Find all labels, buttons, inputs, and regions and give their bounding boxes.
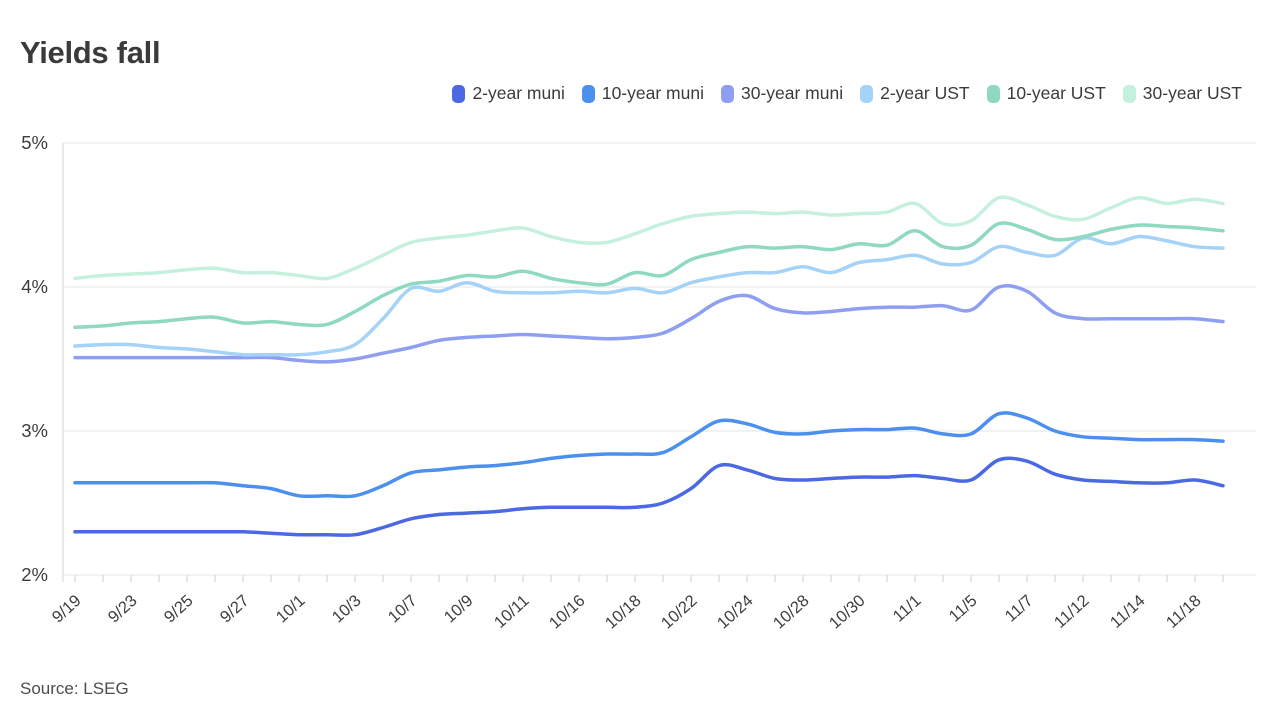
x-axis-tick-label: 10/9 [441,592,477,627]
x-axis-tick-label: 11/14 [1107,592,1149,632]
x-axis-tick-label: 10/30 [826,592,869,633]
legend-swatch-icon [860,84,874,103]
x-axis-tick-label: 11/5 [946,592,981,626]
page-title: Yields fall [20,34,161,70]
x-axis-tick-label: 9/23 [105,592,141,627]
y-axis-tick-label: 4% [21,276,48,297]
x-axis-tick-label: 10/18 [602,592,645,633]
x-axis-tick-label: 10/3 [329,592,365,627]
legend-item-30-year-ust: 30-year UST [1122,83,1242,104]
x-axis-tick-label: 9/19 [49,592,85,627]
x-axis-tick-label: 11/7 [1002,592,1037,626]
legend-item-2-year-ust: 2-year UST [860,83,970,104]
legend-item-2-year-muni: 2-year muni [452,83,565,104]
y-axis-tick-label: 3% [21,420,48,441]
series-line-30-year-ust [73,195,1225,281]
legend-label: 10-year UST [1006,83,1106,103]
x-axis-tick-label: 9/25 [161,592,197,627]
x-axis-tick-label: 10/24 [714,592,757,633]
legend-label: 30-year UST [1142,83,1242,103]
legend-swatch-icon [986,84,1000,103]
legend-swatch-icon [581,84,595,103]
x-axis-tick-label: 10/11 [491,592,533,632]
y-axis-tick-label: 5% [21,132,48,153]
legend-label: 2-year UST [880,83,970,103]
legend-swatch-icon [720,84,734,103]
series-line-2-year-ust [73,234,1225,357]
legend-swatch-icon [452,84,466,103]
chart-legend: 2-year muni 10-year muni 30-year muni 2-yea… [0,83,1242,104]
x-axis-tick-label: 10/28 [770,592,813,633]
x-axis-tick-label: 10/7 [385,592,421,627]
x-axis-tick-label: 11/18 [1163,592,1205,632]
y-axis-tick-label: 2% [21,564,48,585]
series-line-30-year-muni [73,284,1225,364]
legend-label: 2-year muni [472,83,565,103]
yield-line-chart: 5% 4% 3% 2%9/19 9/23 9/25 9/27 10/1 10/3 10/7 10/9… [21,132,1256,633]
series-line-2-year-muni [73,456,1225,537]
x-axis-tick-label: 10/16 [546,592,589,633]
x-axis-tick-label: 11/12 [1051,592,1093,632]
x-axis-tick-label: 11/1 [890,592,925,626]
series-line-10-year-muni [73,411,1225,499]
series-line-10-year-ust [73,221,1225,330]
x-axis-tick-label: 10/22 [658,592,701,633]
source-note: Source: LSEG [20,679,129,698]
legend-label: 30-year muni [740,83,844,103]
x-axis-tick-label: 10/1 [273,592,309,627]
legend-item-10-year-ust: 10-year UST [986,83,1106,104]
legend-item-10-year-muni: 10-year muni [581,83,704,104]
legend-swatch-icon [1122,84,1136,103]
x-axis-tick-label: 9/27 [217,592,253,627]
legend-label: 10-year muni [601,83,704,103]
legend-item-30-year-muni: 30-year muni [720,83,844,104]
